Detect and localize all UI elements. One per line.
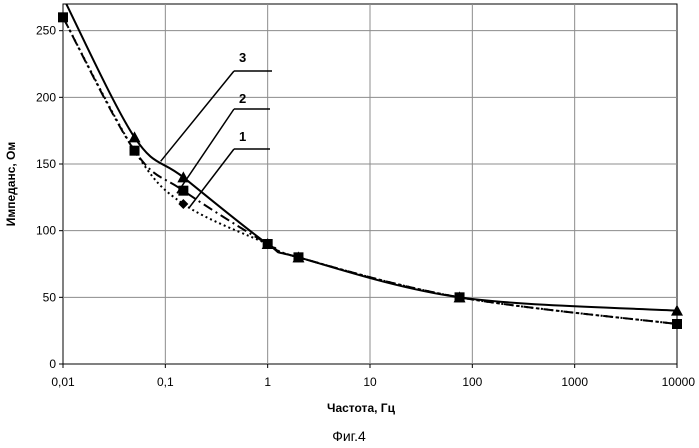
y-tick-label: 200 xyxy=(36,90,56,104)
series-2-label: 2 xyxy=(239,91,246,106)
x-tick-label: 10 xyxy=(363,375,377,389)
x-tick-label: 100 xyxy=(462,375,482,389)
figure-caption: Фиг.4 xyxy=(332,428,366,444)
y-tick-label: 0 xyxy=(49,357,56,371)
x-tick-label: 0,01 xyxy=(51,375,75,389)
series-2-point xyxy=(178,186,188,196)
series-2-point xyxy=(130,146,140,156)
x-tick-label: 1000 xyxy=(561,375,588,389)
x-axis-label: Частота, Гц xyxy=(327,401,396,415)
x-tick-label: 10000 xyxy=(662,375,696,389)
series-3-label: 3 xyxy=(239,50,246,65)
series-2-point xyxy=(58,12,68,22)
y-tick-label: 150 xyxy=(36,157,56,171)
y-tick-label: 250 xyxy=(36,24,56,38)
y-axis-label: Импеданс, Ом xyxy=(4,142,18,227)
y-tick-label: 100 xyxy=(36,224,56,238)
x-tick-label: 0,1 xyxy=(157,375,174,389)
y-tick-labels: 0 50 100 150 200 250 xyxy=(36,24,56,371)
series-2-point xyxy=(672,319,682,329)
series-1-label: 1 xyxy=(239,129,246,144)
x-tick-labels: 0,01 0,1 1 10 100 1000 10000 xyxy=(51,375,695,389)
y-tick-label: 50 xyxy=(43,290,57,304)
x-tick-label: 1 xyxy=(264,375,271,389)
